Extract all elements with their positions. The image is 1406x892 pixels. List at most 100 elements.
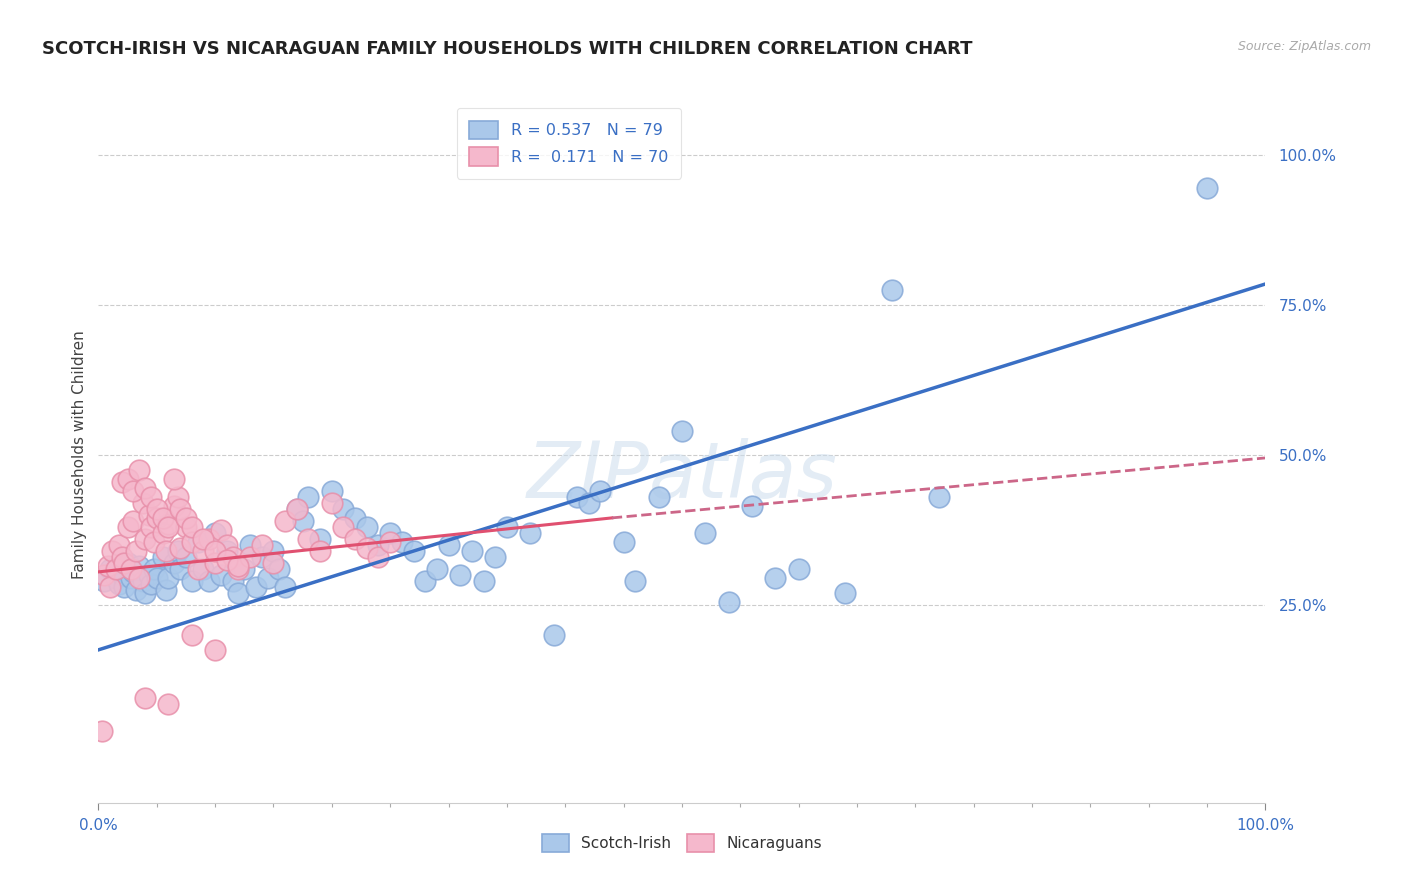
Point	[157, 571, 180, 585]
Y-axis label: Family Households with Children: Family Households with Children	[72, 331, 87, 579]
Point	[391, 534, 413, 549]
Point	[134, 481, 156, 495]
Point	[589, 483, 612, 498]
Point	[285, 502, 308, 516]
Point	[215, 544, 238, 558]
Point	[163, 556, 186, 570]
Point	[787, 562, 810, 576]
Point	[101, 544, 124, 558]
Point	[180, 574, 202, 588]
Point	[741, 499, 763, 513]
Point	[344, 532, 367, 546]
Point	[112, 580, 135, 594]
Point	[128, 571, 150, 585]
Point	[187, 562, 209, 576]
Point	[143, 562, 166, 576]
Point	[193, 544, 215, 558]
Point	[132, 496, 155, 510]
Point	[344, 511, 367, 525]
Point	[132, 574, 155, 588]
Point	[215, 553, 238, 567]
Point	[496, 520, 519, 534]
Point	[134, 532, 156, 546]
Point	[763, 571, 786, 585]
Point	[332, 520, 354, 534]
Point	[209, 567, 232, 582]
Point	[880, 283, 903, 297]
Point	[834, 586, 856, 600]
Point	[565, 490, 588, 504]
Point	[146, 571, 169, 585]
Point	[152, 549, 174, 564]
Point	[111, 549, 134, 564]
Point	[111, 475, 134, 489]
Point	[104, 562, 127, 576]
Point	[285, 502, 308, 516]
Point	[221, 549, 243, 564]
Point	[928, 490, 950, 504]
Point	[321, 483, 343, 498]
Point	[402, 544, 425, 558]
Point	[519, 525, 541, 540]
Point	[155, 544, 177, 558]
Point	[138, 508, 160, 522]
Point	[98, 580, 121, 594]
Point	[152, 511, 174, 525]
Point	[198, 574, 221, 588]
Point	[472, 574, 495, 588]
Point	[163, 472, 186, 486]
Point	[671, 424, 693, 438]
Point	[291, 514, 314, 528]
Point	[256, 571, 278, 585]
Point	[356, 520, 378, 534]
Point	[139, 577, 162, 591]
Point	[250, 549, 273, 564]
Point	[125, 544, 148, 558]
Point	[321, 496, 343, 510]
Point	[262, 556, 284, 570]
Point	[413, 574, 436, 588]
Point	[717, 595, 740, 609]
Point	[180, 534, 202, 549]
Point	[128, 558, 150, 573]
Point	[228, 562, 250, 576]
Point	[104, 571, 127, 585]
Point	[117, 520, 139, 534]
Point	[269, 562, 291, 576]
Point	[112, 556, 135, 570]
Point	[169, 502, 191, 516]
Point	[274, 580, 297, 594]
Point	[426, 562, 449, 576]
Point	[146, 502, 169, 516]
Point	[380, 525, 402, 540]
Point	[152, 525, 174, 540]
Point	[117, 472, 139, 486]
Point	[543, 628, 565, 642]
Point	[134, 690, 156, 705]
Point	[367, 538, 389, 552]
Point	[122, 565, 145, 579]
Point	[461, 544, 484, 558]
Point	[204, 525, 226, 540]
Point	[233, 562, 256, 576]
Point	[193, 562, 215, 576]
Point	[309, 532, 332, 546]
Point	[647, 490, 669, 504]
Point	[449, 567, 471, 582]
Point	[1195, 181, 1218, 195]
Point	[174, 520, 197, 534]
Point	[204, 544, 226, 558]
Point	[193, 532, 215, 546]
Legend: Scotch-Irish, Nicaraguans: Scotch-Irish, Nicaraguans	[536, 828, 828, 858]
Point	[120, 562, 142, 576]
Point	[228, 558, 250, 573]
Point	[624, 574, 647, 588]
Point	[245, 580, 267, 594]
Point	[332, 502, 354, 516]
Point	[134, 586, 156, 600]
Point	[437, 538, 460, 552]
Point	[139, 520, 162, 534]
Point	[239, 538, 262, 552]
Point	[356, 541, 378, 555]
Point	[138, 567, 160, 582]
